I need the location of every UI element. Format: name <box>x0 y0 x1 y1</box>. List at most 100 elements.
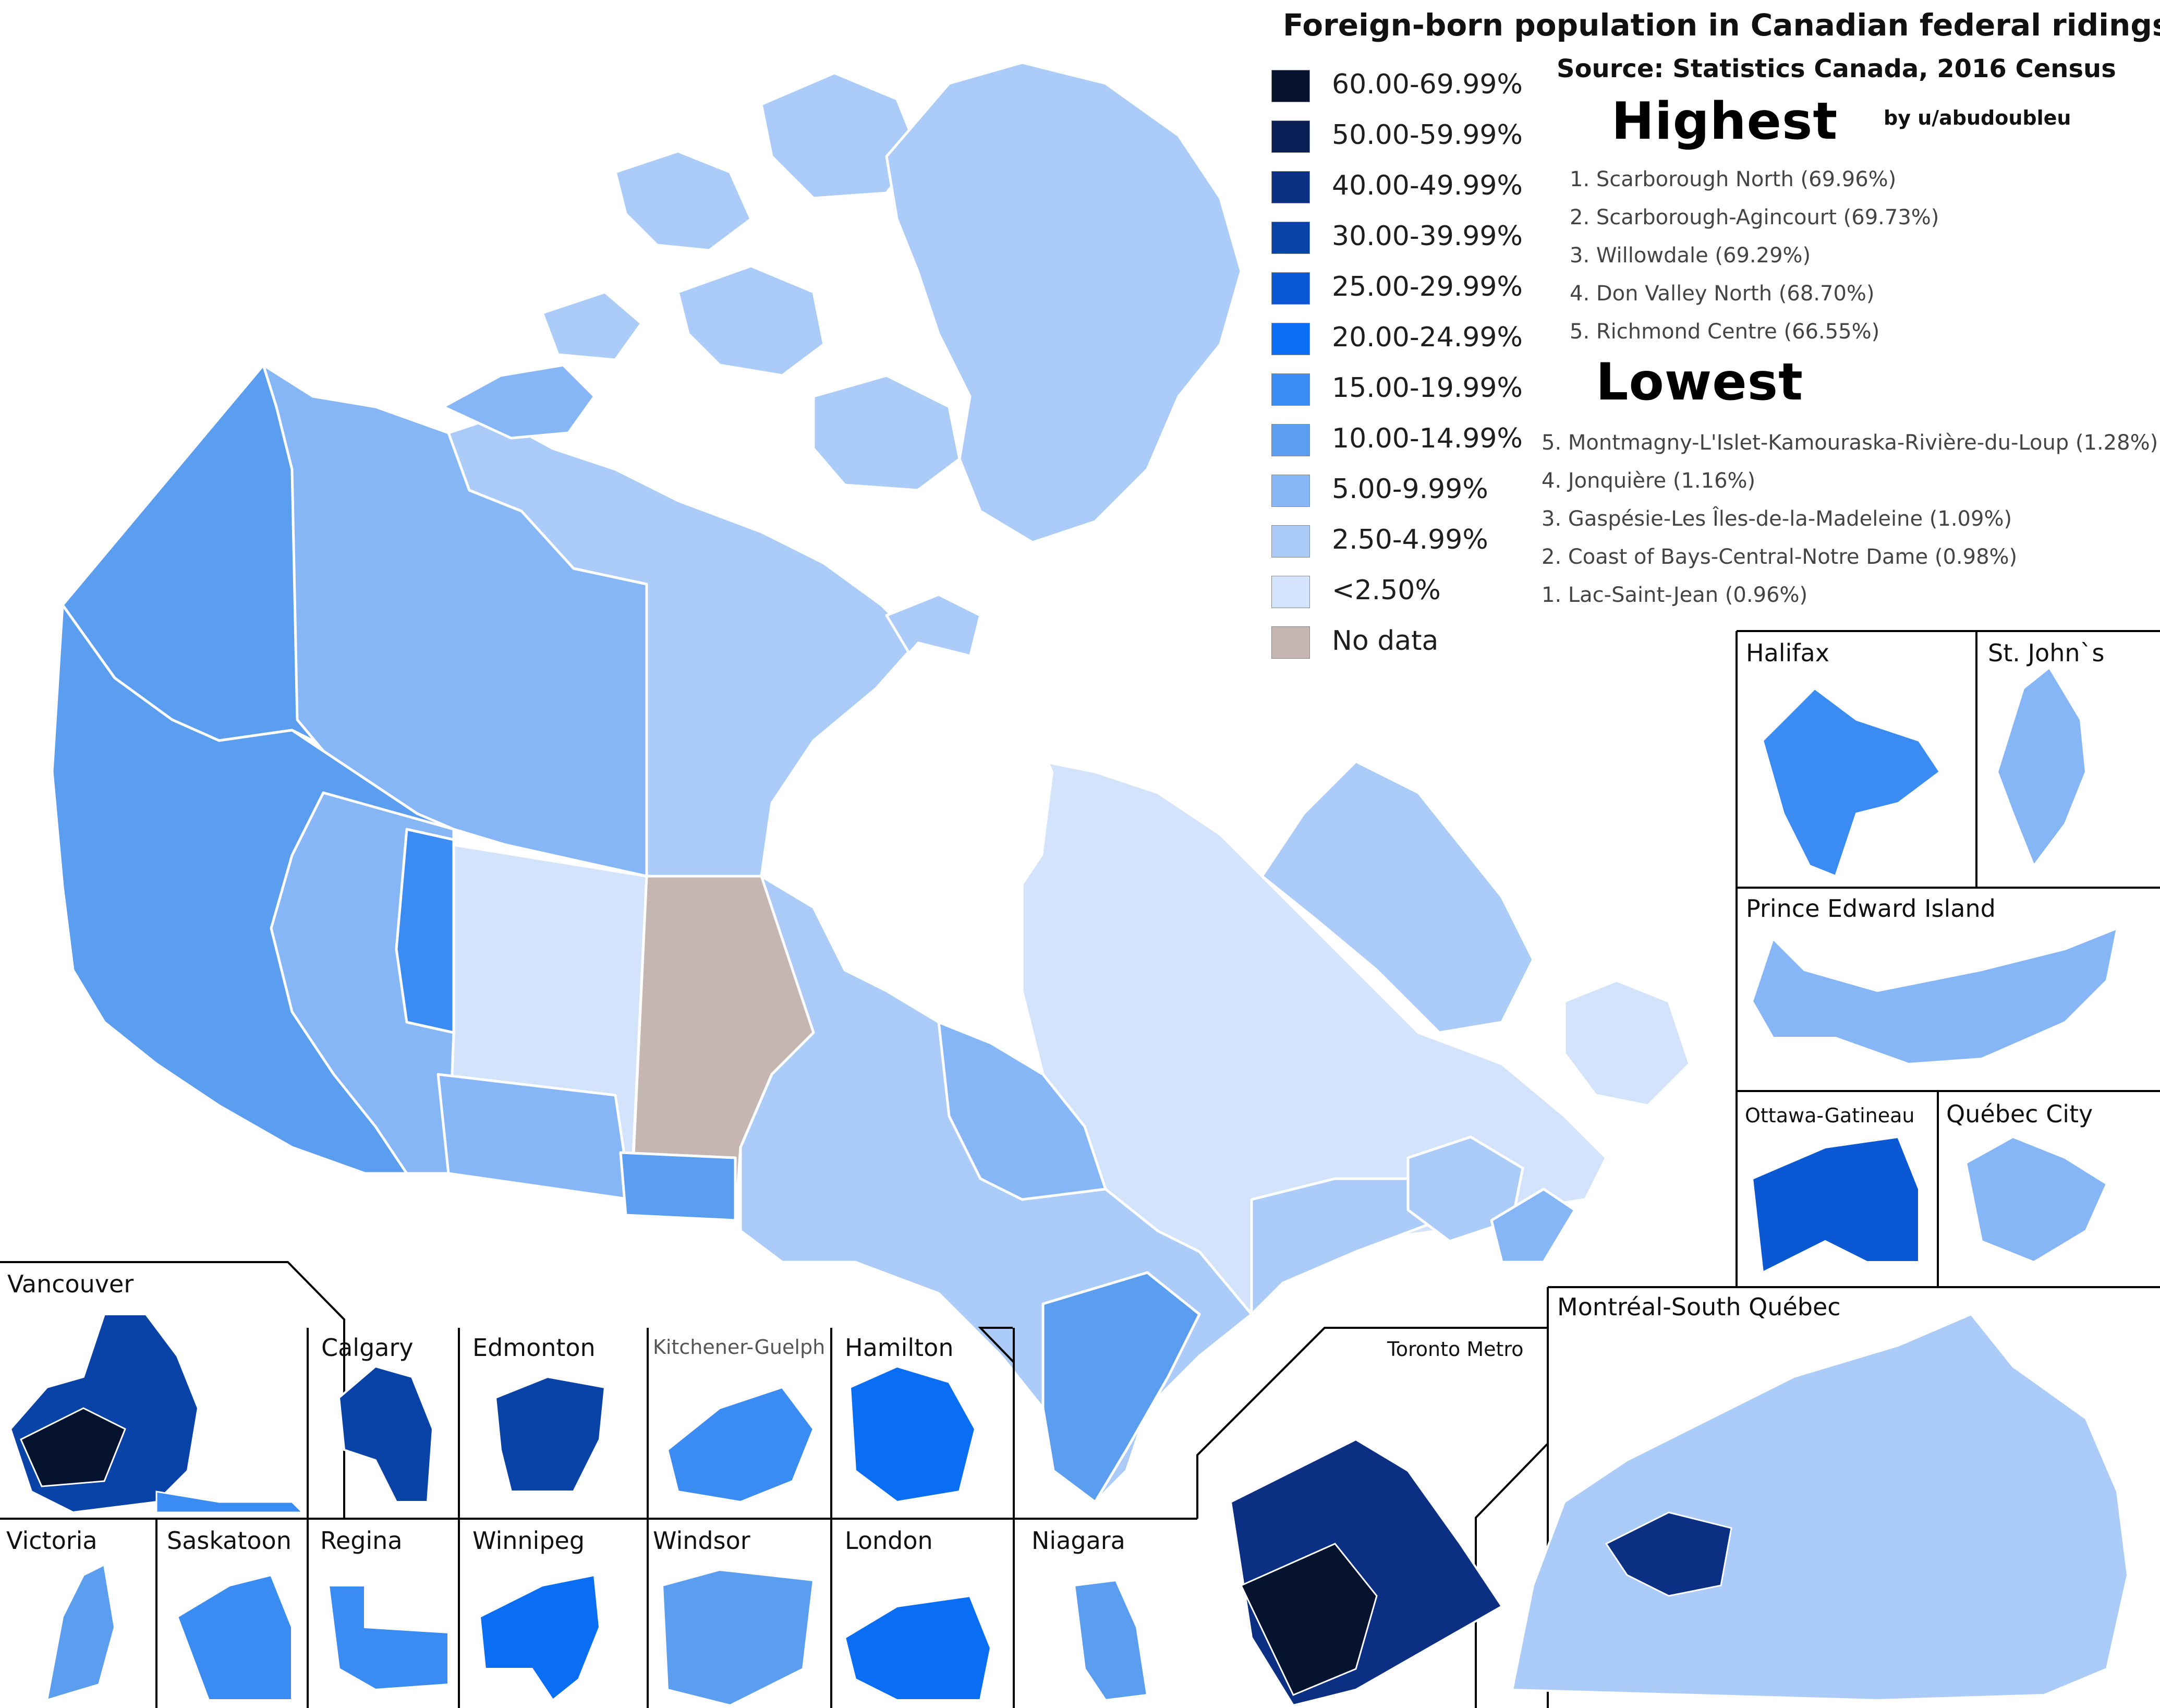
legend-label: 25.00-29.99% <box>1332 271 1523 302</box>
legend-label: 60.00-69.99% <box>1332 69 1523 100</box>
inset-label-quebec-city: Québec City <box>1946 1100 2093 1128</box>
map-credit: by u/abudoubleu <box>1884 106 2071 129</box>
saskatoon-inset <box>176 1573 293 1701</box>
legend-label: 40.00-49.99% <box>1332 170 1523 201</box>
highest-item: 4. Don Valley North (68.70%) <box>1570 282 1875 306</box>
legend-label: 20.00-24.99% <box>1332 322 1523 353</box>
inset-label-saskatoon: Saskatoon <box>167 1527 292 1555</box>
st-johns-inset <box>1996 666 2088 868</box>
inset-label-montreal: Montréal-South Québec <box>1557 1293 1841 1321</box>
vancouver-inset <box>9 1313 200 1514</box>
map-source: Source: Statistics Canada, 2016 Census <box>1557 54 2116 83</box>
main-map <box>51 61 1691 1504</box>
legend-swatch <box>1271 272 1310 305</box>
halifax-inset <box>1761 687 1941 878</box>
inset-label-hamilton: Hamilton <box>845 1334 953 1362</box>
newfoundland-island <box>1563 979 1691 1107</box>
legend-label: No data <box>1332 625 1439 657</box>
highest-item: 5. Richmond Centre (66.55%) <box>1570 320 1880 344</box>
nova-scotia <box>1490 1188 1576 1264</box>
highest-item: 2. Scarborough-Agincourt (69.73%) <box>1570 205 1939 229</box>
legend-swatch <box>1271 323 1310 355</box>
inset-label-ottawa-gatineau: Ottawa-Gatineau <box>1745 1104 1915 1127</box>
kitchener-guelph-inset <box>666 1386 815 1504</box>
regina-inset <box>327 1584 450 1691</box>
legend-swatch <box>1271 475 1310 507</box>
inset-label-windsor: Windsor <box>653 1527 750 1555</box>
quebec-south <box>1250 1177 1441 1316</box>
edmonton-inset <box>494 1375 606 1493</box>
montreal-core <box>1605 1511 1732 1597</box>
baffin-island <box>885 61 1243 544</box>
london-inset <box>843 1594 992 1701</box>
inset-label-kitchener-guelph: Kitchener-Guelph <box>653 1336 825 1359</box>
montreal-inset <box>1511 1313 2129 1702</box>
arctic-island-1 <box>442 364 596 440</box>
legend-swatch <box>1271 171 1310 203</box>
toronto-core <box>1240 1543 1378 1696</box>
legend-label: 2.50-4.99% <box>1332 524 1488 555</box>
arctic-island-4 <box>676 264 826 377</box>
hamilton-inset <box>848 1365 977 1504</box>
lowest-item: 3. Gaspésie-Les Îles-de-la-Madeleine (1.… <box>1542 507 2012 531</box>
southern-ontario <box>1041 1271 1201 1504</box>
highest-heading: Highest <box>1611 92 1838 151</box>
inset-label-st-johns: St. John`s <box>1988 639 2104 667</box>
inset-label-edmonton: Edmonton <box>472 1334 596 1362</box>
legend-label: 15.00-19.99% <box>1332 372 1523 404</box>
inset-frames <box>0 630 2160 1708</box>
arctic-island-6 <box>812 374 961 492</box>
inset-label-winnipeg: Winnipeg <box>472 1527 585 1555</box>
lowest-item: 2. Coast of Bays-Central-Notre Dame (0.9… <box>1542 545 2018 569</box>
lowest-heading: Lowest <box>1596 353 1803 412</box>
victoria-inset <box>45 1563 116 1702</box>
legend-swatch <box>1271 222 1310 254</box>
lowest-item: 1. Lac-Saint-Jean (0.96%) <box>1542 583 1808 607</box>
legend-label: <2.50% <box>1332 575 1441 606</box>
legend-label: 5.00-9.99% <box>1332 474 1488 505</box>
legend-swatch <box>1271 525 1310 558</box>
legend-swatch <box>1271 424 1310 456</box>
inset-label-vancouver: Vancouver <box>7 1270 134 1298</box>
alberta-north-riding <box>395 828 455 1034</box>
arctic-island-3 <box>614 150 753 252</box>
calgary-inset <box>337 1365 434 1503</box>
inset-label-pei: Prince Edward Island <box>1746 894 1996 923</box>
lowest-item: 5. Montmagny-L'Islet-Kamouraska-Rivière-… <box>1542 431 2158 455</box>
legend-label: 50.00-59.99% <box>1332 119 1523 151</box>
inset-label-victoria: Victoria <box>6 1527 98 1555</box>
legend-swatch <box>1271 373 1310 406</box>
legend-swatch <box>1271 70 1310 102</box>
inset-label-calgary: Calgary <box>321 1334 414 1362</box>
quebec-city-inset <box>1964 1135 2108 1264</box>
legend-label: 10.00-14.99% <box>1332 423 1523 454</box>
legend-swatch <box>1271 626 1310 659</box>
legend-swatch <box>1271 120 1310 153</box>
windsor-inset <box>661 1568 815 1707</box>
winnipeg-inset <box>478 1573 601 1702</box>
vancouver-east <box>155 1491 305 1513</box>
highest-list: 1. Scarborough North (69.96%) 2. Scarboro… <box>1570 161 1939 351</box>
inset-label-london: London <box>845 1527 933 1555</box>
labrador-region <box>1260 760 1535 1034</box>
inset-label-niagara: Niagara <box>1032 1527 1125 1555</box>
lowest-item: 4. Jonquière (1.16%) <box>1542 469 1756 493</box>
vancouver-core <box>20 1407 126 1487</box>
niagara-inset <box>1073 1579 1149 1702</box>
highest-item: 3. Willowdale (69.29%) <box>1570 244 1811 268</box>
hudson-bay <box>761 641 1053 1074</box>
legend-swatch <box>1271 576 1310 608</box>
saskatchewan-south <box>436 1073 633 1201</box>
pei-inset <box>1751 926 2119 1065</box>
inset-label-toronto: Toronto Metro <box>1387 1338 1523 1361</box>
map-title: Foreign-born population in Canadian fede… <box>1283 7 2160 43</box>
ottawa-gatineau-inset <box>1751 1135 1920 1275</box>
arctic-island-2 <box>541 290 643 361</box>
highest-item: 1. Scarborough North (69.96%) <box>1570 167 1897 191</box>
manitoba-south <box>619 1151 737 1222</box>
legend-label: 30.00-39.99% <box>1332 221 1523 252</box>
inset-label-halifax: Halifax <box>1746 639 1829 667</box>
inset-label-regina: Regina <box>320 1527 403 1555</box>
lowest-list: 5. Montmagny-L'Islet-Kamouraska-Rivière-… <box>1542 424 2158 614</box>
